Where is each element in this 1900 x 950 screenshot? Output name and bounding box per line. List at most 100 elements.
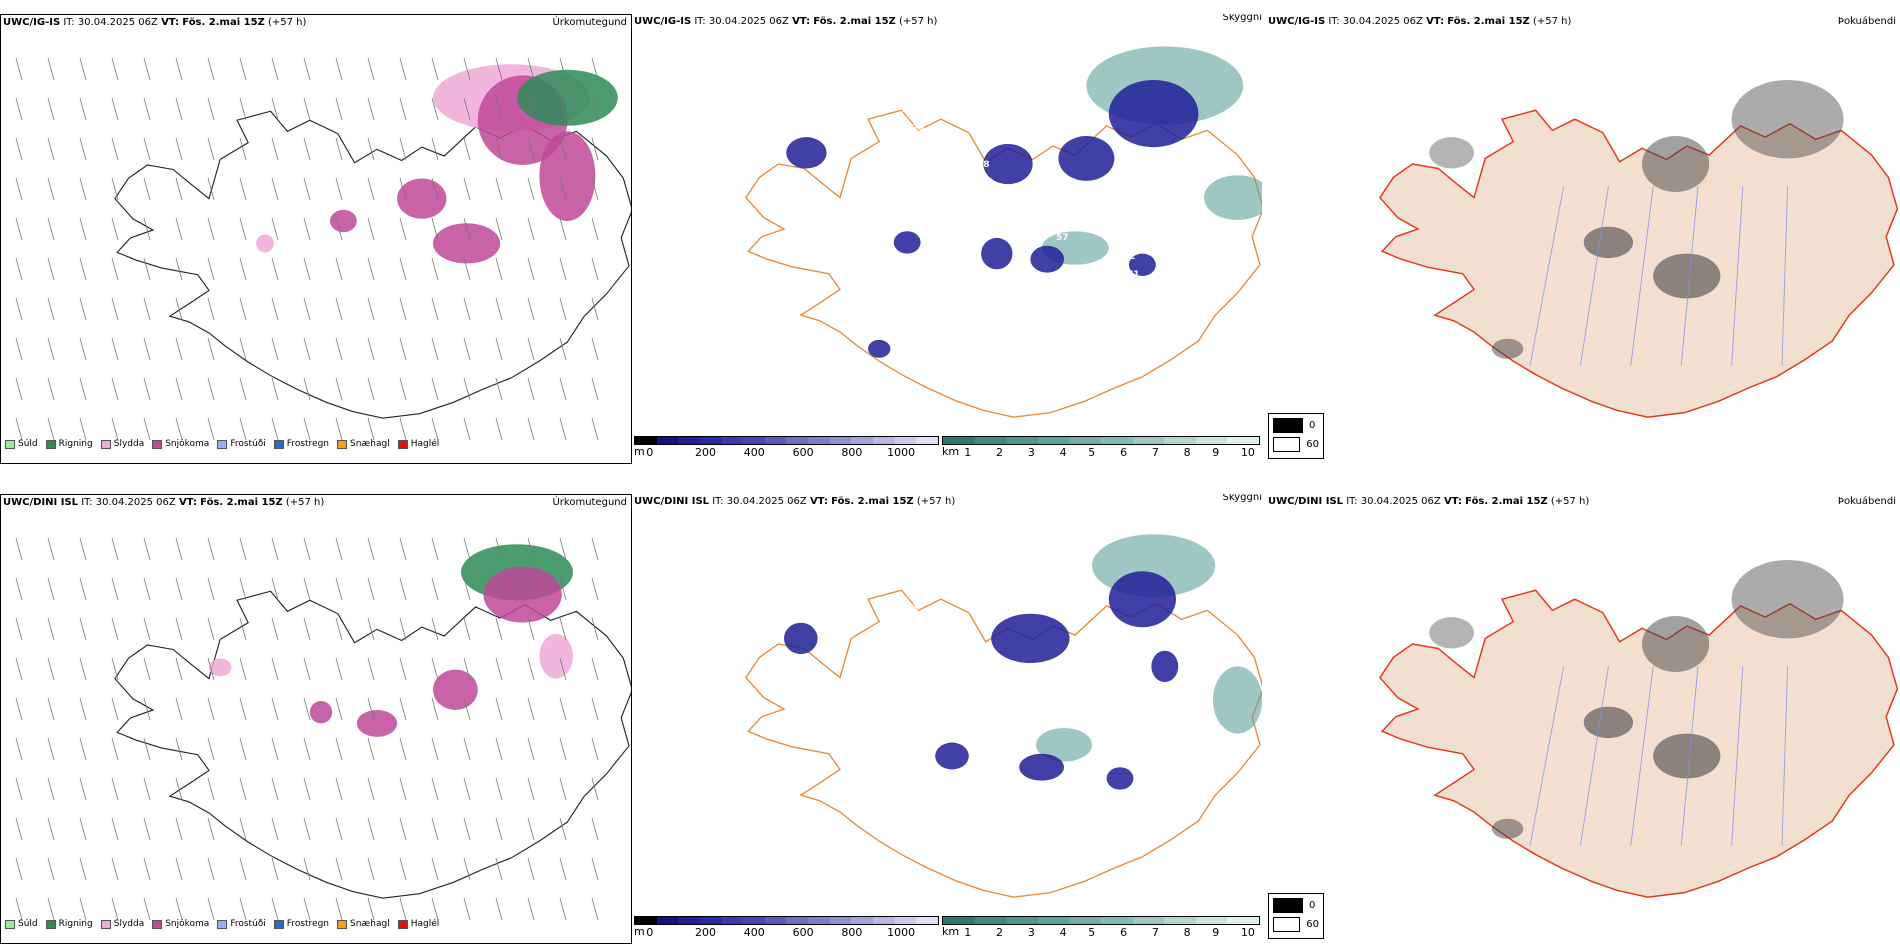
colorbar-segment	[656, 917, 679, 924]
wind-barb	[303, 537, 311, 561]
colorbar-segment	[764, 437, 787, 444]
fog-index-area	[1491, 818, 1524, 839]
vt-label: VT:	[1426, 16, 1445, 27]
wind-barb	[175, 617, 183, 641]
it-label: IT:	[694, 16, 706, 27]
wind-barb	[15, 537, 23, 561]
wind-barb	[527, 617, 535, 641]
wind-barb	[15, 217, 23, 241]
vt-value: Fös. 2.mai 15Z	[831, 496, 914, 507]
legend-swatch	[337, 919, 348, 929]
wind-barb	[399, 177, 407, 201]
vt-label: VT:	[792, 16, 811, 27]
colorbar-tick: 1000	[887, 446, 916, 459]
fog-index-area	[1653, 253, 1721, 299]
legend-swatch	[5, 439, 15, 449]
wind-barb	[527, 137, 535, 161]
wind-barb	[591, 57, 599, 81]
wind-barb	[335, 377, 343, 401]
colorbar-segment	[943, 917, 975, 924]
panel-title: Úrkomutegund	[552, 17, 627, 28]
wind-barb	[111, 537, 119, 561]
wind-barb	[559, 377, 567, 401]
wind-barb	[527, 257, 535, 281]
wind-barb	[463, 537, 471, 561]
wind-barb	[239, 897, 247, 921]
vt-value: Fös. 2.mai 15Z	[813, 16, 896, 27]
wind-barb	[239, 257, 247, 281]
wind-barb	[399, 417, 407, 441]
cloud-base-label: 61	[1048, 197, 1061, 207]
wind-barb	[175, 97, 183, 121]
wind-barb	[399, 257, 407, 281]
cloud-base-labels: 75 89 78 82 57 71 161 115 93 63 67 62 351 98 123 78 61 68…	[772, 85, 1217, 318]
fog-index-area	[1583, 226, 1634, 259]
cloud-base-label: 77	[910, 621, 923, 631]
wind-barb	[143, 617, 151, 641]
wind-barb	[399, 857, 407, 881]
colorbar-segment	[1069, 437, 1101, 444]
wind-barb	[495, 657, 503, 681]
wind-barb	[399, 617, 407, 641]
fog-index-area	[1731, 80, 1844, 159]
wind-barb	[143, 417, 151, 441]
wind-barb	[303, 257, 311, 281]
wind-barb	[175, 697, 183, 721]
colorbar-tick: 10	[1240, 446, 1255, 459]
wind-barb	[111, 57, 119, 81]
wind-barb	[463, 577, 471, 601]
wind-barb	[495, 817, 503, 841]
wind-barb	[175, 257, 183, 281]
precip-area	[433, 669, 478, 710]
wind-barb	[143, 217, 151, 241]
low-cloud-area	[935, 742, 969, 770]
wind-barb	[207, 777, 215, 801]
legend-item: Snæhagl	[337, 439, 390, 449]
wind-barb	[591, 177, 599, 201]
wind-barb	[207, 417, 215, 441]
colorbar-segment	[699, 437, 722, 444]
wind-barb	[271, 97, 279, 121]
wind-barb	[271, 577, 279, 601]
wind-barb	[463, 857, 471, 881]
colorbar-segment	[873, 437, 895, 444]
wind-barb	[111, 417, 119, 441]
wind-barb	[111, 97, 119, 121]
wind-barb	[15, 897, 23, 921]
wind-barb	[239, 417, 247, 441]
cloudbase-colorbar: m 0 200 400 600 800 1000	[634, 436, 939, 459]
wind-barb	[463, 777, 471, 801]
wind-barb	[463, 177, 471, 201]
wind-barb	[79, 857, 87, 881]
river	[1579, 186, 1609, 366]
low-cloud-area	[1151, 650, 1179, 683]
wind-barb	[559, 617, 567, 641]
fog-legend-label: 60	[1306, 919, 1319, 930]
cloud-base-label: 116	[1127, 750, 1146, 760]
legend-swatch	[397, 919, 408, 929]
wind-barb	[47, 777, 55, 801]
wind-barb	[111, 177, 119, 201]
wind-barb	[335, 337, 343, 361]
legend-item: Rigning	[45, 919, 93, 929]
river	[1781, 666, 1789, 846]
wind-barb	[527, 537, 535, 561]
wind-barb	[143, 297, 151, 321]
wind-barb	[143, 377, 151, 401]
visibility-colorbar: km 1 2 3 4 5 6 7 8 9 10	[942, 916, 1260, 939]
legend-label: Frostúði	[230, 439, 266, 449]
precip-area	[256, 234, 274, 253]
lead-time: (+57 h)	[285, 497, 325, 508]
precip-map	[15, 537, 631, 921]
wind-barb	[207, 217, 215, 241]
wind-barb	[431, 777, 439, 801]
wind-barb	[207, 617, 215, 641]
wind-barb	[399, 577, 407, 601]
colorbar-strip	[942, 916, 1260, 925]
panel-title: Úrkomutegund	[552, 497, 627, 508]
lead-time: (+57 h)	[898, 16, 938, 27]
colorbar-segment	[1195, 917, 1228, 924]
wind-barb	[431, 737, 439, 761]
wind-barb	[591, 417, 599, 441]
wind-barb	[463, 697, 471, 721]
